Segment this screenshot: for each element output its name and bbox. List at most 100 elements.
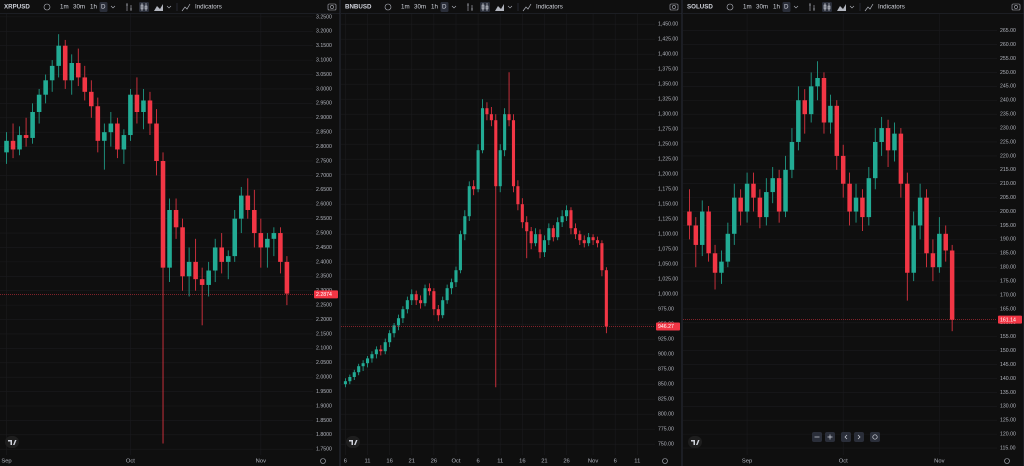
interval-button[interactable]: 30m [756, 4, 768, 11]
interval-dropdown[interactable] [110, 5, 116, 9]
candle-body [738, 197, 743, 212]
indicators-icon[interactable] [181, 3, 191, 12]
y-tick-label: 1,000.00 [658, 292, 678, 298]
add-symbol-icon[interactable] [726, 3, 734, 11]
y-tick-label: 225.00 [1000, 139, 1016, 145]
y-tick-label: 3.2000 [316, 29, 332, 35]
indicators-icon[interactable] [522, 3, 532, 12]
area-icon[interactable] [837, 4, 846, 11]
camera-icon[interactable] [327, 3, 337, 11]
y-tick-label: 2.0000 [316, 375, 332, 381]
camera-icon[interactable] [1011, 3, 1021, 11]
x-tick-label: 16 [519, 459, 525, 465]
candle-body [480, 108, 485, 151]
settings-icon[interactable] [662, 458, 668, 464]
candle-icon[interactable] [481, 3, 489, 11]
camera-lens [1014, 5, 1018, 9]
candle-body [520, 204, 524, 223]
x-tick-label: 11 [634, 459, 640, 465]
type-dropdown[interactable] [507, 5, 513, 9]
compare-icon[interactable] [467, 3, 473, 11]
y-tick-label: 3.0500 [316, 72, 332, 78]
chart-type-active[interactable] [139, 2, 149, 12]
y-tick-label: 145.00 [1000, 362, 1016, 368]
candle-body [245, 195, 251, 210]
symbol-title[interactable]: BNBUSD [345, 4, 372, 11]
symbol-title[interactable]: SOLUSD [687, 4, 713, 11]
interval-button[interactable]: 30m [414, 4, 426, 11]
y-tick-label: 1,350.00 [658, 82, 678, 88]
interval-dropdown[interactable] [451, 5, 457, 9]
candle-body [265, 238, 270, 248]
area-icon[interactable] [495, 4, 504, 11]
candle-body [732, 197, 737, 234]
area-icon[interactable] [154, 4, 163, 11]
interval-button[interactable]: 1m [401, 4, 410, 11]
candle-body [17, 135, 22, 150]
y-tick-label: 2.4500 [316, 245, 332, 251]
y-tick-label: 2.8000 [316, 144, 332, 150]
zoom-control[interactable] [854, 432, 864, 442]
camera-icon[interactable] [669, 3, 679, 11]
candle-body [866, 178, 872, 218]
y-tick-label: 1,425.00 [658, 37, 678, 43]
candle-body [821, 77, 827, 123]
y-tick-label: 2.9500 [316, 101, 332, 107]
add-symbol-icon[interactable] [43, 3, 51, 11]
chart-type-active[interactable] [480, 2, 490, 12]
settings-icon[interactable] [1004, 458, 1010, 464]
candle-body [783, 169, 788, 212]
interval-button[interactable]: 1h [431, 4, 438, 11]
interval-button[interactable]: 1m [743, 4, 752, 11]
candle-body [529, 231, 533, 244]
y-tick-label: 130.00 [1000, 404, 1016, 410]
y-tick-label: 775.00 [658, 427, 674, 433]
settings-icon[interactable] [320, 458, 326, 464]
indicators-button[interactable]: Indicators [878, 4, 905, 11]
y-tick-label: 1,400.00 [658, 52, 678, 58]
candle-body [764, 192, 769, 218]
indicators-button[interactable]: Indicators [536, 4, 563, 11]
y-tick-label: 265.00 [1000, 28, 1016, 34]
candle-body [193, 261, 198, 280]
candle-icon[interactable] [140, 3, 148, 11]
candle-body [516, 186, 520, 205]
candle-body [573, 228, 577, 235]
candle-body [719, 261, 724, 273]
indicators-button[interactable]: Indicators [195, 4, 222, 11]
y-tick-label: 1,175.00 [658, 187, 678, 193]
interval-button[interactable]: D [784, 4, 789, 11]
zoom-control[interactable] [841, 432, 851, 442]
candle-body [115, 123, 120, 150]
candle-body [352, 372, 356, 377]
candle-body [405, 300, 409, 310]
candle-body [206, 270, 211, 285]
compare-icon[interactable] [809, 3, 815, 11]
add-symbol-icon[interactable] [384, 3, 392, 11]
interval-dropdown[interactable] [793, 5, 799, 9]
type-dropdown[interactable] [849, 5, 855, 9]
candle-body [212, 247, 218, 271]
zoom-control[interactable] [870, 432, 880, 442]
camera-lens [672, 5, 676, 9]
candle-body [467, 186, 471, 217]
interval-button[interactable]: 1h [773, 4, 780, 11]
y-tick-label: 3.1500 [316, 43, 332, 49]
symbol-title[interactable]: XRPUSD [4, 4, 30, 11]
candle-body [383, 342, 387, 352]
candle-icon[interactable] [823, 3, 831, 11]
y-tick-label: 850.00 [658, 382, 674, 388]
candle-body [569, 210, 573, 229]
indicators-icon[interactable] [864, 3, 874, 12]
interval-button[interactable]: 1h [90, 4, 97, 11]
candle-body [180, 227, 185, 277]
interval-button[interactable]: 1m [60, 4, 69, 11]
interval-button[interactable]: 30m [73, 4, 85, 11]
chart-type-active[interactable] [822, 2, 832, 12]
interval-button[interactable]: D [101, 4, 106, 11]
type-dropdown[interactable] [166, 5, 172, 9]
y-tick-label: 120.00 [1000, 432, 1016, 438]
compare-icon[interactable] [126, 3, 132, 11]
interval-button[interactable]: D [442, 4, 447, 11]
candle-body [834, 105, 840, 156]
